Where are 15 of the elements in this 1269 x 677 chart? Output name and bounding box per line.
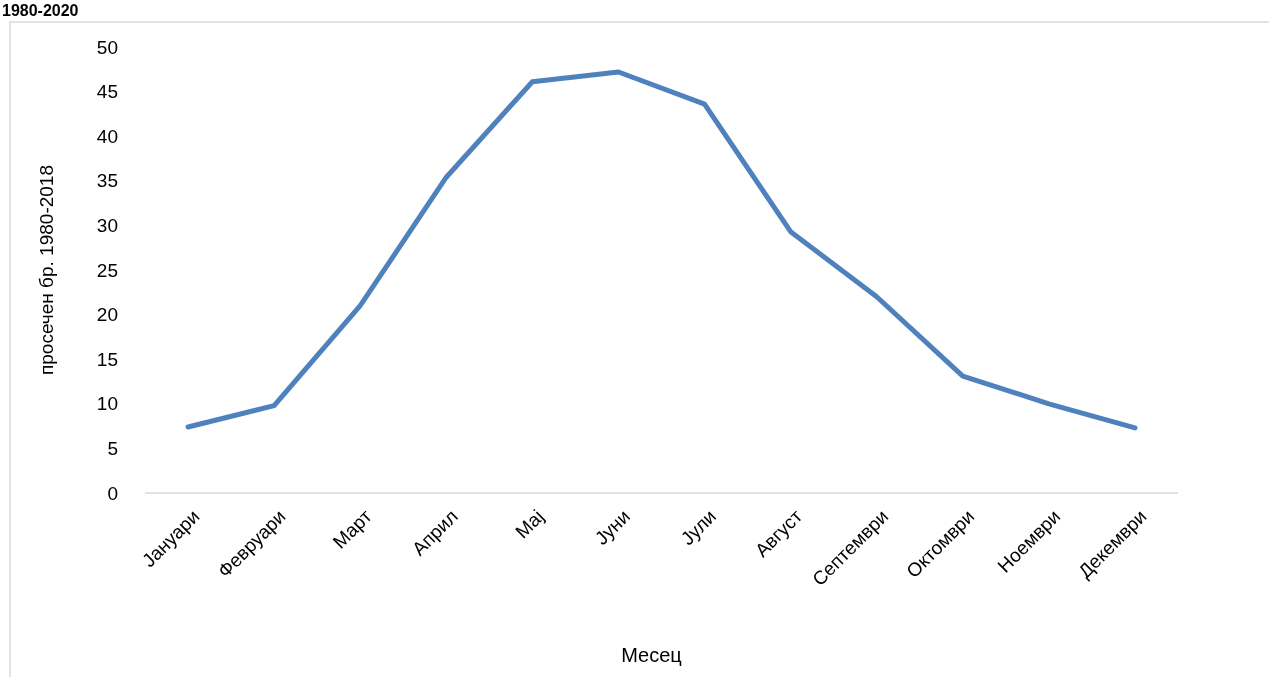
y-tick-label: 30	[96, 215, 118, 237]
y-tick-label: 10	[96, 393, 118, 415]
y-tick-label: 15	[96, 348, 118, 370]
y-tick-label: 50	[96, 36, 118, 58]
y-tick-label: 40	[96, 125, 118, 147]
x-tick-label: Мај	[511, 505, 548, 543]
y-tick-label: 0	[107, 482, 118, 504]
y-tick-label: 5	[107, 438, 118, 460]
y-tick-label: 20	[96, 304, 118, 326]
y-tick-label: 25	[96, 259, 118, 281]
x-axis-title: Месец	[621, 644, 682, 666]
y-axis-title: просечен бр. 1980-2018	[36, 165, 57, 375]
y-tick-label: 35	[96, 170, 118, 192]
y-tick-label: 45	[96, 81, 118, 103]
chart-title: 1980-2020	[2, 2, 79, 19]
